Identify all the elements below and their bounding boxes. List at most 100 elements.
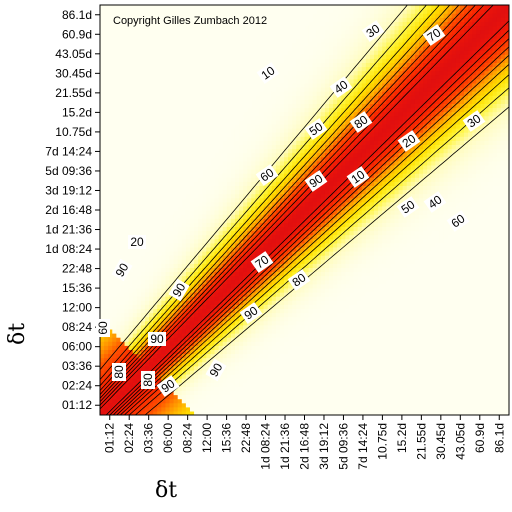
heatmap-cell: [153, 222, 158, 227]
heatmap-cell: [218, 406, 224, 412]
heatmap-cell: [202, 205, 207, 211]
heatmap-cell: [144, 201, 150, 207]
heatmap-cell: [202, 17, 207, 22]
heatmap-cell: [108, 328, 113, 334]
heatmap-cell: [132, 74, 138, 80]
heatmap-cell: [132, 189, 138, 195]
heatmap-cell: [218, 275, 224, 281]
heatmap-cell: [185, 205, 191, 211]
heatmap-cell: [153, 300, 158, 305]
heatmap-cell: [173, 238, 179, 244]
heatmap-cell: [140, 251, 146, 256]
heatmap-cell: [300, 132, 306, 137]
heatmap-cell: [296, 263, 302, 268]
heatmap-cell: [255, 386, 261, 391]
heatmap-cell: [230, 123, 236, 129]
heatmap-cell: [243, 283, 248, 289]
heatmap-cell: [136, 25, 142, 31]
heatmap-cell: [108, 50, 113, 55]
heatmap-cell: [214, 107, 220, 113]
heatmap-cell: [267, 410, 273, 415]
heatmap-cell: [259, 160, 265, 166]
heatmap-cell: [104, 296, 109, 301]
heatmap-cell: [112, 382, 117, 387]
heatmap-cell: [239, 33, 244, 39]
heatmap-cell: [263, 361, 269, 367]
heatmap-cell: [226, 406, 232, 412]
heatmap-cell: [194, 50, 199, 55]
heatmap-cell: [149, 87, 154, 92]
heatmap-cell: [292, 365, 297, 371]
heatmap-cell: [124, 341, 130, 346]
heatmap-cell: [185, 46, 191, 51]
heatmap-cell: [267, 136, 273, 141]
heatmap-cell: [214, 95, 220, 100]
heatmap-cell: [120, 156, 126, 162]
heatmap-cell: [136, 275, 142, 281]
heatmap-cell: [194, 21, 199, 27]
heatmap-cell: [128, 333, 134, 338]
heatmap-cell: [251, 99, 257, 104]
heatmap-cell: [198, 279, 203, 285]
heatmap-cell: [108, 9, 113, 14]
heatmap-cell: [279, 210, 285, 215]
heatmap-cell: [210, 382, 216, 387]
heatmap-cell: [112, 140, 117, 145]
heatmap-cell: [112, 390, 117, 396]
heatmap-cell: [206, 308, 212, 314]
heatmap-cell: [169, 349, 175, 355]
heatmap-cell: [128, 197, 134, 203]
heatmap-cell: [173, 357, 179, 363]
heatmap-cell: [202, 369, 207, 375]
heatmap-cell: [296, 320, 302, 326]
heatmap-cell: [108, 144, 113, 150]
heatmap-cell: [234, 279, 240, 285]
heatmap-cell: [292, 9, 297, 14]
heatmap-cell: [161, 123, 167, 129]
heatmap-cell: [243, 185, 248, 191]
heatmap-cell: [222, 378, 228, 383]
heatmap-cell: [128, 21, 134, 27]
heatmap-cell: [194, 234, 199, 240]
heatmap-cell: [234, 251, 240, 256]
heatmap-cell: [100, 312, 105, 318]
heatmap-cell: [230, 62, 236, 68]
heatmap-cell: [140, 29, 146, 35]
heatmap-cell: [284, 95, 289, 100]
heatmap-cell: [288, 169, 293, 174]
heatmap-cell: [128, 95, 134, 100]
heatmap-cell: [161, 210, 167, 215]
heatmap-cell: [198, 148, 203, 154]
heatmap-cell: [153, 54, 158, 59]
heatmap-cell: [132, 173, 138, 178]
heatmap-cell: [300, 242, 306, 248]
heatmap-cell: [177, 197, 183, 203]
heatmap-cell: [165, 37, 171, 43]
heatmap-cell: [194, 374, 199, 379]
heatmap-cell: [288, 115, 293, 121]
heatmap-cell: [206, 78, 212, 84]
heatmap-cell: [288, 230, 293, 236]
heatmap-cell: [153, 267, 158, 273]
heatmap-cell: [189, 378, 195, 383]
heatmap-cell: [259, 242, 265, 248]
heatmap-cell: [296, 173, 302, 178]
heatmap-cell: [226, 144, 232, 150]
heatmap-cell: [247, 5, 252, 10]
heatmap-cell: [234, 238, 240, 244]
heatmap-cell: [275, 234, 281, 240]
heatmap-cell: [144, 255, 150, 260]
heatmap-cell: [263, 91, 269, 96]
heatmap-cell: [300, 21, 306, 27]
heatmap-cell: [230, 136, 236, 141]
heatmap-cell: [239, 222, 244, 227]
heatmap-cell: [132, 144, 138, 150]
heatmap-cell: [226, 66, 232, 72]
heatmap-cell: [112, 193, 117, 199]
heatmap-cell: [185, 386, 191, 391]
heatmap-cell: [279, 292, 285, 297]
heatmap-cell: [136, 13, 142, 18]
heatmap-cell: [226, 226, 232, 232]
heatmap-cell: [173, 193, 179, 199]
heatmap-cell: [136, 173, 142, 178]
